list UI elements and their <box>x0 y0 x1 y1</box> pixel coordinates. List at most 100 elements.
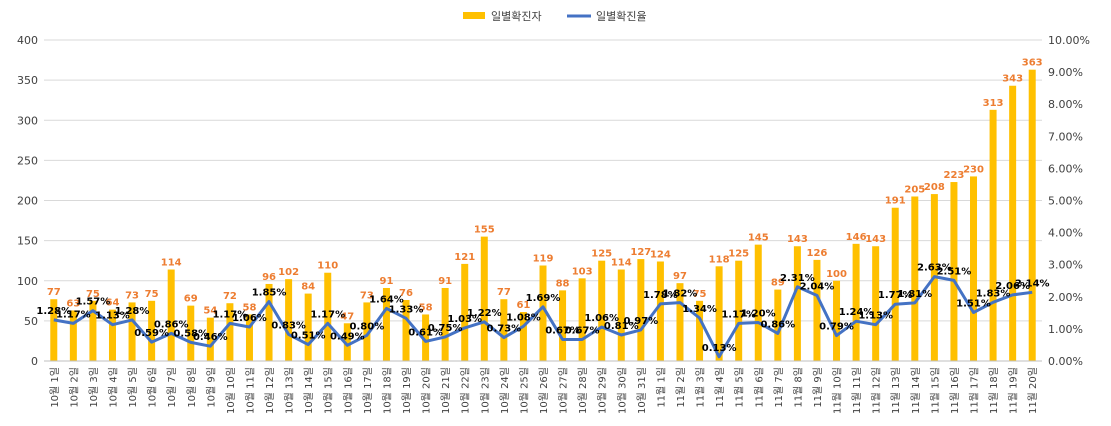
bar <box>422 314 430 361</box>
bar <box>245 314 253 361</box>
rate-value-label: 1.81% <box>897 289 932 300</box>
rate-value-label: 1.85% <box>252 288 287 299</box>
bar-value-label: 103 <box>572 266 593 277</box>
rate-line-series <box>53 275 1033 359</box>
rate-value-label: 0.13% <box>702 343 737 354</box>
x-tick-label: 11월 4일 <box>714 367 726 408</box>
y-left-tick-label: 400 <box>17 34 38 47</box>
rate-value-label: 1.34% <box>682 304 717 315</box>
x-tick-label: 10월 8일 <box>186 367 198 408</box>
rate-value-label: 1.17% <box>213 309 248 320</box>
rate-value-label: 1.06% <box>232 313 267 324</box>
y-right-tick-label: 7.00% <box>1048 130 1083 143</box>
bar <box>402 300 410 361</box>
bar <box>128 302 136 361</box>
bar-value-label: 205 <box>904 184 925 195</box>
bar-value-label: 119 <box>533 254 554 265</box>
rate-value-label: 1.24% <box>839 307 874 318</box>
bar <box>656 261 664 361</box>
bar <box>754 244 762 361</box>
x-axis: 10월 1일 10월 2일 10월 3일 10월 4일 10월 5일 10월 6일 10월 … <box>44 360 1042 414</box>
bar <box>617 269 625 361</box>
bar <box>852 243 860 361</box>
bar-value-label: 145 <box>748 233 769 244</box>
bar-value-label: 77 <box>47 287 61 298</box>
bar-value-label: 110 <box>317 261 338 272</box>
rate-value-label: 1.77% <box>878 290 913 301</box>
rate-value-label: 1.03% <box>447 314 482 325</box>
rate-value-label: 1.57% <box>76 297 111 308</box>
y-left-tick-label: 0 <box>31 355 38 368</box>
x-tick-label: 10월 30일 <box>616 367 628 414</box>
bar <box>167 269 175 361</box>
rate-value-label: 0.97% <box>623 316 658 327</box>
rate-value-label: 0.86% <box>154 319 189 330</box>
x-tick-label: 10월 13일 <box>284 367 296 414</box>
bar-value-label: 75 <box>86 289 100 300</box>
bar <box>363 302 371 361</box>
bar-value-label: 143 <box>787 234 808 245</box>
bar <box>187 305 195 361</box>
bar <box>50 299 58 361</box>
rate-line <box>53 275 1033 359</box>
rate-value-label: 0.67% <box>565 325 600 336</box>
y-left-tick-label: 50 <box>24 315 38 328</box>
bar <box>539 265 547 361</box>
bar <box>108 309 116 361</box>
x-tick-label: 11월 10일 <box>832 367 844 414</box>
x-tick-label: 10월 15일 <box>323 367 335 414</box>
x-tick-label: 10월 20일 <box>421 367 433 414</box>
x-tick-label: 10월 1일 <box>49 367 61 408</box>
bar <box>715 266 723 361</box>
bar-value-label: 125 <box>728 249 749 260</box>
x-tick-label: 11월 5일 <box>734 367 746 408</box>
bar-value-label: 73 <box>360 290 374 301</box>
bar-value-label: 126 <box>807 248 828 259</box>
bar <box>480 236 488 361</box>
x-tick-label: 10월 19일 <box>401 367 413 414</box>
bar-value-label: 69 <box>184 294 198 305</box>
bar-value-label: 91 <box>438 276 452 287</box>
rate-value-label: 0.67% <box>545 325 580 336</box>
bar-value-label: 121 <box>454 252 475 263</box>
bar <box>265 283 273 361</box>
bar-value-label: 76 <box>399 288 413 299</box>
x-tick-label: 11월 1일 <box>655 367 667 408</box>
x-tick-label: 10월 31일 <box>636 367 648 414</box>
x-tick-label: 11월 7일 <box>773 367 785 408</box>
bar <box>1009 85 1017 362</box>
x-tick-label: 10월 12일 <box>264 367 276 414</box>
y-right-tick-label: 2.00% <box>1048 291 1083 304</box>
bar-value-label: 47 <box>340 311 354 322</box>
bar-value-label: 100 <box>826 269 847 280</box>
bar-value-label: 54 <box>203 306 217 317</box>
x-tick-label: 10월 25일 <box>518 367 530 414</box>
bar <box>696 300 704 361</box>
bar-value-label: 124 <box>650 249 671 260</box>
rate-value-label: 0.51% <box>291 331 326 342</box>
rate-value-label: 1.28% <box>115 306 150 317</box>
legend-bar-label: 일별확진자 <box>491 9 542 23</box>
bar <box>1028 69 1036 361</box>
bar <box>519 312 527 361</box>
x-tick-label: 10월 3일 <box>88 367 100 408</box>
bar <box>637 259 645 361</box>
bar-value-label: 102 <box>278 267 299 278</box>
rate-value-label: 0.79% <box>819 322 854 333</box>
rate-data-labels: 1.28%1.17%1.57%1.13%1.28%0.59%0.86%0.58%… <box>36 263 1049 354</box>
bar-value-label: 191 <box>885 196 906 207</box>
x-tick-label: 10월 29일 <box>597 367 609 414</box>
bar-value-label: 143 <box>865 234 886 245</box>
rate-value-label: 2.63% <box>917 263 952 274</box>
bar-value-label: 89 <box>771 278 785 289</box>
bar <box>382 287 390 361</box>
bar <box>226 303 234 361</box>
y-right-tick-label: 5.00% <box>1048 195 1083 208</box>
rate-value-label: 1.28% <box>36 306 71 317</box>
x-tick-label: 11월 15일 <box>929 367 941 414</box>
bar <box>676 283 684 361</box>
rate-value-label: 0.61% <box>408 327 443 338</box>
bar <box>833 280 841 361</box>
x-tick-label: 10월 26일 <box>538 367 550 414</box>
